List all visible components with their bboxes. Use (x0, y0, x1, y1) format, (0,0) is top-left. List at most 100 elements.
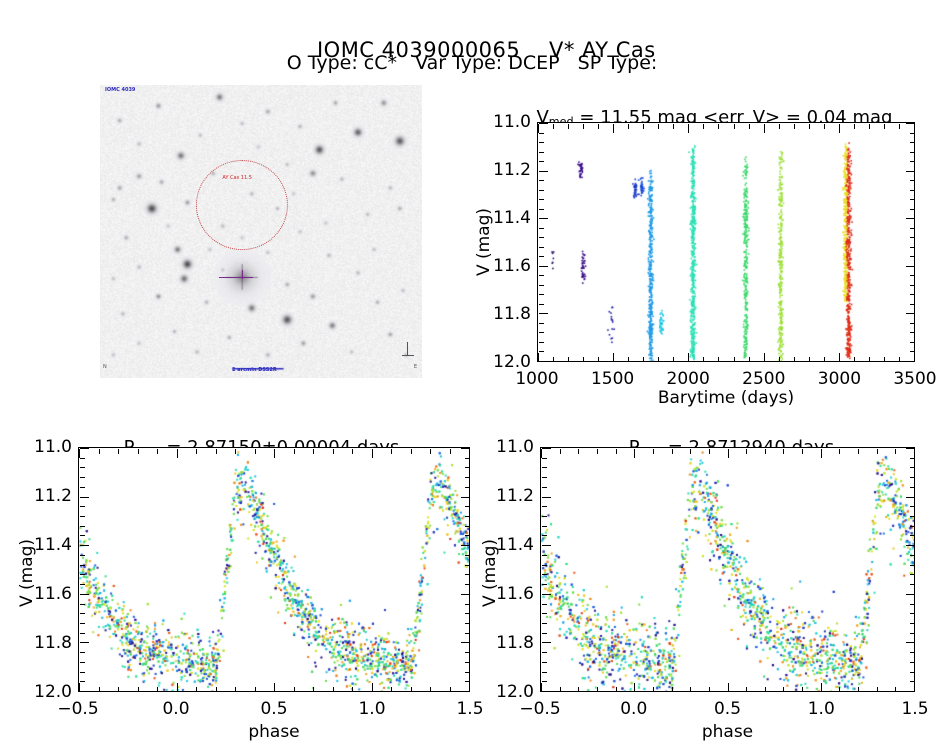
axis-tick (658, 357, 659, 361)
phase-omc-yaxis-title: V (mag) (17, 538, 37, 608)
axis-tick (542, 526, 547, 527)
axis-tick (688, 353, 689, 361)
phase-omc-plot[interactable] (78, 447, 470, 692)
axis-tick (906, 497, 914, 498)
axis-tick (906, 171, 914, 172)
xaxis-tick-label: 1000 (515, 369, 559, 389)
axis-tick (910, 332, 914, 333)
axis-tick (542, 672, 547, 673)
axis-tick (465, 516, 469, 517)
axis-tick (80, 506, 85, 507)
axis-tick (541, 449, 542, 458)
axis-tick (461, 594, 469, 595)
axis-tick (899, 357, 900, 361)
axis-tick (461, 448, 469, 449)
phase-omc-xaxis-title: phase (248, 722, 300, 742)
axis-tick (910, 304, 914, 305)
axis-tick (469, 683, 470, 692)
axis-tick (858, 687, 859, 691)
axis-tick (391, 687, 392, 691)
axis-tick (910, 133, 914, 134)
axis-tick (854, 357, 855, 361)
yaxis-tick-label: 11.4 (34, 535, 72, 555)
xaxis-tick-label: 0.0 (162, 699, 190, 719)
axis-tick (372, 449, 373, 458)
axis-tick (177, 683, 178, 691)
timeseries-yaxis-title: V (mag) (474, 207, 494, 277)
axis-tick (568, 357, 569, 361)
xaxis-tick-label: 1.0 (358, 699, 386, 719)
xaxis-tick-label: 1.5 (456, 699, 484, 719)
axis-tick (465, 584, 469, 585)
axis-tick (313, 687, 314, 691)
axis-tick (703, 357, 704, 361)
sky-image-panel[interactable]: IOMC 4039 AY Cas 11.5 2 arcmin DSS2R N E (100, 85, 422, 378)
sky-label-scalebar: 2 arcmin DSS2R (232, 367, 277, 373)
axis-tick (854, 124, 855, 129)
axis-tick (274, 683, 275, 691)
axis-tick (578, 449, 579, 454)
axis-tick (542, 613, 547, 614)
phase-vsx-plot[interactable] (540, 447, 915, 692)
axis-tick (749, 357, 750, 361)
axis-tick (910, 574, 914, 575)
axis-tick (809, 357, 810, 361)
axis-tick (80, 672, 85, 673)
axis-tick (539, 123, 548, 124)
axis-tick (910, 535, 914, 536)
axis-tick (80, 565, 85, 566)
axis-tick (734, 357, 735, 361)
axis-tick (80, 448, 89, 449)
axis-tick (80, 535, 85, 536)
axis-tick (560, 687, 561, 691)
axis-tick (906, 218, 914, 219)
axis-tick (177, 449, 178, 458)
axis-tick (465, 506, 469, 507)
axis-tick (884, 124, 885, 129)
timeseries-plot[interactable] (537, 122, 915, 362)
axis-tick (274, 449, 275, 458)
yaxis-tick-label: 11.8 (496, 633, 534, 653)
axis-tick (634, 683, 635, 691)
axis-tick (450, 449, 451, 454)
axis-tick (538, 124, 539, 133)
axis-tick (539, 285, 544, 286)
yaxis-tick-label: 11.6 (496, 584, 534, 604)
axis-tick (910, 237, 914, 238)
axis-tick (906, 123, 914, 124)
axis-tick (734, 124, 735, 129)
axis-tick (910, 294, 914, 295)
axis-tick (539, 275, 544, 276)
axis-tick (583, 124, 584, 129)
axis-tick (910, 285, 914, 286)
xaxis-tick-label: 1.5 (901, 699, 929, 719)
yaxis-tick-label: 11.0 (34, 437, 72, 457)
axis-tick (910, 152, 914, 153)
axis-tick (465, 613, 469, 614)
axis-tick (568, 124, 569, 129)
axis-tick (542, 497, 551, 498)
axis-tick (539, 247, 544, 248)
axis-tick (906, 691, 915, 692)
axis-tick (728, 683, 729, 691)
xaxis-tick-label: 0.5 (260, 699, 288, 719)
target-crosshair-vertical (241, 269, 243, 279)
axis-tick (333, 687, 334, 691)
axis-tick (542, 458, 547, 459)
page-title: IOMC 4039000065 V* AY Cas (0, 14, 944, 86)
axis-tick (80, 691, 89, 692)
axis-tick (783, 687, 784, 691)
axis-tick (542, 545, 551, 546)
axis-tick (539, 256, 544, 257)
axis-tick (352, 449, 353, 454)
axis-tick (542, 691, 551, 692)
axis-tick (895, 449, 896, 454)
sky-label-north: N (103, 364, 107, 370)
target-aperture-circle (195, 160, 288, 251)
yaxis-tick-label: 11.6 (493, 256, 531, 276)
object-id: IOMC 4039000065 (316, 38, 521, 62)
axis-tick (352, 687, 353, 691)
axis-tick (910, 458, 914, 459)
axis-tick (465, 623, 469, 624)
axis-tick (643, 357, 644, 361)
